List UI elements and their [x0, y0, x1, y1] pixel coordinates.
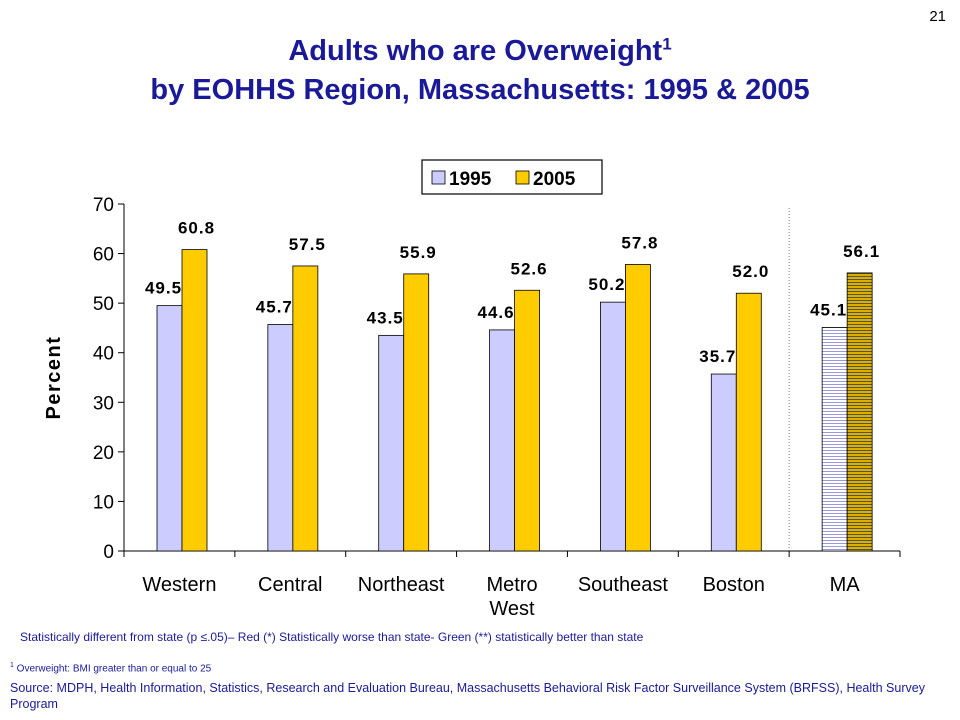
y-tick-label: 0 — [103, 542, 114, 563]
bar-2005-5 — [735, 292, 762, 552]
page-title: Adults who are Overweight1 by EOHHS Regi… — [0, 32, 960, 110]
bar-chart: 1995 2005 0 10 20 30 40 50 60 70 Percent Western Ce… — [43, 159, 901, 620]
y-tick-label: 60 — [93, 245, 114, 266]
legend-swatch-2005 — [515, 170, 530, 185]
y-tick-label: 40 — [93, 344, 114, 365]
data-label-2005-3: 52.6 — [511, 259, 548, 278]
bar-2005-1 — [292, 265, 319, 552]
y-tick-label: 10 — [93, 492, 114, 513]
y-tick-label: 30 — [93, 393, 114, 414]
x-category-label: Metro — [486, 574, 537, 596]
data-label-2005-5: 52.0 — [732, 262, 769, 281]
footnote-marker: 1 — [10, 662, 14, 669]
data-label-1995-1: 45.7 — [256, 297, 293, 316]
y-axis-label: Percent — [43, 336, 65, 420]
data-label-1995-4: 50.2 — [588, 275, 625, 294]
source-note: Source: MDPH, Health Information, Statis… — [10, 681, 925, 711]
bar-1995-2 — [378, 334, 405, 552]
legend-label-1995: 1995 — [449, 169, 492, 190]
bar-1995-5 — [710, 373, 737, 552]
data-label-2005-0: 60.8 — [178, 219, 215, 238]
data-label-1995-2: 43.5 — [367, 308, 404, 327]
legend-swatch-1995 — [431, 170, 446, 185]
x-category-label: Southeast — [578, 574, 669, 596]
x-category-label: MA — [830, 574, 861, 596]
chart-data-labels: 49.5 45.7 43.5 44.6 50.2 35.7 45.1 60.8 57.5 55.9… — [145, 219, 880, 366]
data-label-2005-4: 57.8 — [621, 233, 658, 252]
bar-2005-3 — [514, 289, 540, 552]
x-category-label: Central — [258, 574, 322, 596]
data-label-2005-6: 56.1 — [843, 242, 880, 261]
title-line-1: Adults who are Overweight1 — [288, 34, 672, 67]
title-footnote-marker: 1 — [662, 34, 672, 54]
chart-bars — [156, 249, 873, 552]
bar-1995-0 — [156, 305, 183, 552]
footnote: 1 Overweight: BMI greater than or equal … — [10, 662, 212, 675]
title-line-2: by EOHHS Region, Massachusetts: 1995 & 2… — [150, 74, 810, 106]
x-category-label: Western — [142, 574, 216, 596]
x-category-label: Northeast — [358, 574, 445, 596]
bar-1995-4 — [600, 301, 626, 552]
y-tick-label: 20 — [93, 443, 114, 464]
y-tick-label: 70 — [93, 195, 114, 216]
bar-2005-0 — [181, 249, 208, 552]
bar-2005-4 — [625, 264, 651, 552]
bar-2005-6 — [846, 272, 873, 552]
x-category-label: Boston — [703, 574, 765, 596]
x-category-label: West — [489, 598, 535, 620]
data-label-2005-2: 55.9 — [400, 243, 437, 262]
data-label-1995-3: 44.6 — [478, 303, 515, 322]
bar-1995-3 — [489, 329, 515, 552]
bar-1995-1 — [267, 324, 294, 552]
legend-box — [421, 159, 603, 195]
bar-2005-2 — [403, 273, 430, 552]
data-label-1995-5: 35.7 — [699, 347, 736, 366]
y-tick-label: 50 — [93, 294, 114, 315]
significance-note: Statistically different from state (p ≤.… — [20, 630, 644, 644]
chart-legend: 1995 2005 — [421, 159, 603, 195]
slide-number: 21 — [929, 8, 946, 25]
bar-1995-6 — [821, 327, 848, 552]
data-label-1995-0: 49.5 — [145, 279, 182, 298]
data-label-2005-1: 57.5 — [289, 235, 326, 254]
legend-label-2005: 2005 — [533, 169, 576, 190]
data-label-1995-6: 45.1 — [810, 300, 847, 319]
